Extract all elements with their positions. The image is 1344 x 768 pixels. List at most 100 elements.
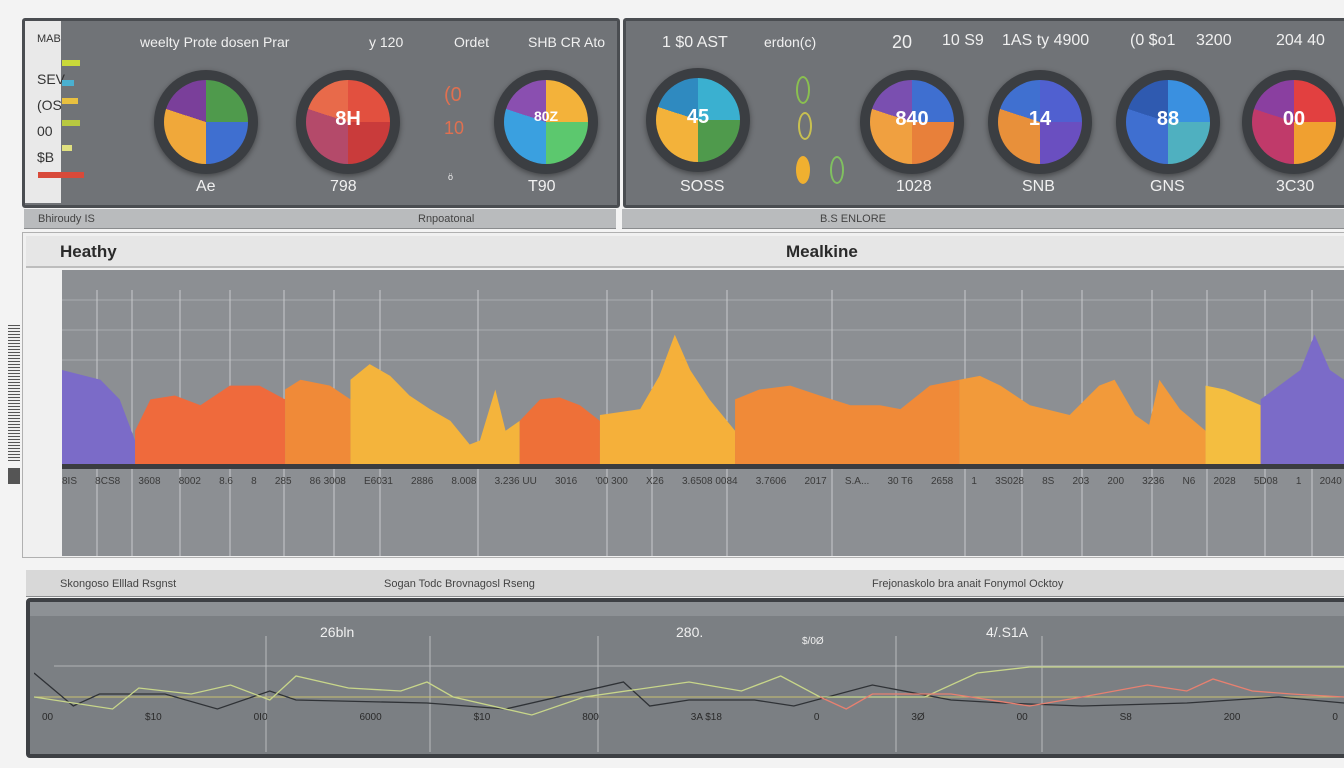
axis-tick-label: $10: [473, 712, 491, 723]
area-chart: [62, 270, 1344, 556]
main-title-left: Heathy: [60, 242, 117, 261]
gauge-label: SNB: [1022, 178, 1055, 195]
area-segment: [599, 334, 736, 466]
legend-bar: [62, 145, 72, 151]
legend-label: 00: [37, 123, 53, 139]
axis-tick-label: E6031: [363, 476, 393, 487]
area-segment: [350, 364, 520, 466]
leaf-icon: [796, 156, 810, 184]
gauge-value: 14: [1028, 108, 1052, 130]
header-label: 10 S9: [942, 32, 984, 49]
main-title-bar: [26, 236, 1344, 268]
axis-tick-label: X26: [646, 476, 664, 487]
top-left-subbar: Bhiroudy IS Rnpoatonal: [24, 209, 616, 229]
axis-tick-label: 3.6508 0084: [681, 476, 738, 487]
header-label: erdon(c): [764, 34, 817, 50]
line-series: [34, 666, 1344, 716]
axis-tick-label: $10: [145, 712, 162, 723]
axis-tick-label: 8CS8: [95, 476, 121, 487]
gauge: 8H: [296, 70, 400, 174]
section-label: Sogan Todc Brovnagosl Rseng: [384, 578, 535, 590]
axis-tick-label: 0I0: [253, 712, 268, 723]
baseline: [62, 464, 1344, 469]
area-segment: [62, 369, 136, 466]
axis-tick-label: S8: [1119, 712, 1132, 723]
header-label: 20: [892, 32, 913, 52]
leaf-icon: [830, 156, 844, 184]
peak-label: 26bln: [320, 624, 355, 640]
axis-tick-label: 3236: [1142, 476, 1165, 487]
area-axis-labels: 8IS 8CS8 3608 8002 8.6 8 285 86 3008 E6031 2886 8.…: [62, 476, 1342, 490]
subbar-label: Bhiroudy IS: [38, 213, 95, 225]
axis-tick-label: 8.6: [219, 476, 233, 487]
header-label: y 120: [369, 34, 404, 50]
subbar-label: Rnpoatonal: [418, 213, 475, 225]
gauge-value: 840: [895, 108, 929, 130]
scroll-tick[interactable]: [8, 468, 20, 484]
axis-tick-label: 1: [971, 476, 977, 487]
axis-tick-label: 285: [274, 476, 292, 487]
gauge: 14: [988, 70, 1092, 174]
legend-label: $B: [37, 149, 55, 165]
axis-tick-label: 8002: [178, 476, 201, 487]
header-label: 1 $0 AST: [662, 34, 728, 51]
axis-tick-label: 2040: [1319, 476, 1342, 487]
gauge-label: 3C30: [1276, 178, 1315, 195]
axis-tick-label: 200: [1107, 476, 1125, 487]
peak-label: 4/.S1A: [986, 624, 1029, 640]
gauge-ring: [164, 80, 248, 164]
metric-value: 10: [444, 118, 465, 138]
gauge-ring: [1126, 80, 1210, 164]
area-segment: [1205, 385, 1261, 466]
axis-tick-label: 1: [1295, 476, 1302, 487]
gauge-value: 80Z: [533, 108, 559, 124]
axis-tick-label: 8: [251, 476, 257, 487]
bottom-chart-panel: [26, 598, 1344, 758]
axis-tick-label: 3A $18: [690, 712, 722, 723]
axis-tick-label: 00: [42, 712, 54, 723]
axis-tick-label: 3Ø: [911, 712, 925, 723]
axis-tick-label: 3016: [554, 476, 578, 487]
area-segment: [519, 397, 600, 466]
axis-tick-label: N6: [1182, 476, 1196, 487]
header-label: weelty Prote dosen Prar: [140, 34, 290, 50]
legend-bar: [62, 60, 80, 66]
axis-tick-label: 3S028: [995, 476, 1024, 487]
header-label: (0 $o1: [1130, 32, 1176, 49]
axis-tick-label: 6000: [359, 712, 382, 723]
axis-tick-label: 30 T6: [887, 476, 913, 487]
scroll-handle[interactable]: [8, 325, 20, 461]
axis-tick-label: S.A...: [844, 476, 870, 487]
axis-tick-label: 86 3008: [309, 476, 346, 487]
area-segment: [135, 385, 286, 466]
top-right-panel: [623, 18, 1344, 208]
axis-tick-label: 3608: [138, 476, 161, 487]
peak-label: 280.: [676, 624, 704, 640]
axis-tick-label: '00 300: [595, 476, 628, 487]
gauge-label: GNS: [1150, 178, 1185, 195]
area-segment: [735, 379, 960, 466]
axis-tick-label: 203: [1072, 476, 1090, 487]
gauge: 80Z: [494, 70, 598, 174]
legend-bar: [38, 172, 84, 178]
header-label: 1AS ty 4900: [1002, 32, 1090, 49]
gauge-ring: [306, 80, 390, 164]
gauge-ring: [1252, 80, 1336, 164]
metric-value: ö: [448, 172, 454, 182]
axis-tick-label: 5D08: [1253, 476, 1278, 487]
axis-tick-label: 3.7606: [755, 476, 787, 487]
gauge-value: 88: [1156, 108, 1180, 130]
gauge-label: Ae: [196, 178, 216, 195]
axis-tick-label: 2017: [804, 476, 827, 487]
header-label: SHB CR Ato: [528, 34, 606, 50]
axis-tick-label: 8.008: [451, 476, 477, 487]
axis-tick-label: 2028: [1213, 476, 1236, 487]
axis-tick-label: 200: [1223, 712, 1241, 723]
gauge-label: 798: [330, 178, 357, 195]
gauge: 88: [1116, 70, 1220, 174]
line-axis-labels: 00 $10 0I0 6000 $10 800 3A $18 0 3Ø 00 S8 200 0: [42, 712, 1338, 726]
legend-bar: [62, 98, 78, 104]
section-label: Frejonaskolo bra anait Fonymol Ocktoy: [872, 578, 1064, 590]
metric-value: (0: [444, 84, 462, 106]
gauge-ring: [504, 80, 588, 164]
